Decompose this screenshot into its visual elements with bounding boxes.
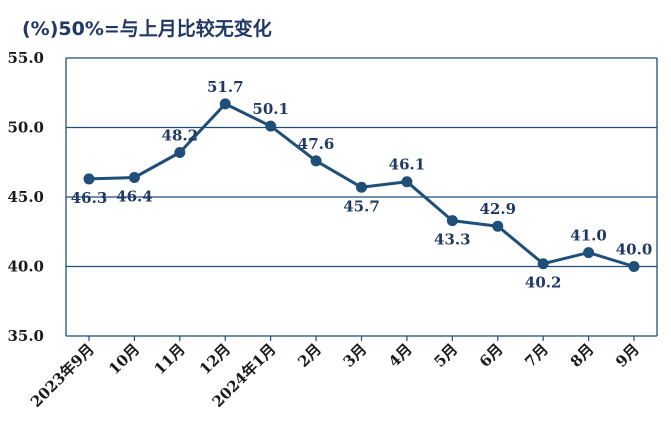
data-label: 48.2 bbox=[162, 127, 199, 145]
data-point bbox=[628, 261, 640, 272]
x-tick-label: 4月 bbox=[385, 340, 416, 371]
data-points bbox=[83, 98, 640, 272]
data-labels: 46.3 46.4 48.2 51.7 50.1 47.6 45.7 46.1 43.3 42.9… bbox=[71, 78, 653, 292]
y-tick-label: 50.0 bbox=[7, 119, 44, 137]
data-label: 41.0 bbox=[570, 227, 607, 245]
x-tick-label: 9月 bbox=[612, 340, 643, 371]
data-label: 42.9 bbox=[479, 200, 516, 218]
data-label: 40.0 bbox=[616, 241, 653, 259]
data-label: 43.3 bbox=[434, 231, 471, 249]
data-point bbox=[174, 147, 186, 159]
chart-title: (%)50%=与上月比较无变化 bbox=[22, 18, 272, 40]
x-tick-label: 12月 bbox=[196, 340, 234, 378]
y-tick-labels: 35.0 40.0 45.0 50.0 55.0 bbox=[7, 49, 44, 345]
x-tick-label: 5月 bbox=[430, 340, 461, 371]
x-tick-label: 2023年9月 bbox=[27, 340, 98, 411]
data-point bbox=[219, 98, 231, 110]
data-label: 47.6 bbox=[298, 135, 335, 153]
data-point bbox=[446, 215, 458, 227]
data-label: 46.4 bbox=[116, 188, 153, 206]
y-tick-label: 45.0 bbox=[7, 188, 44, 206]
data-point bbox=[537, 258, 549, 270]
data-point bbox=[492, 220, 504, 232]
data-point bbox=[583, 247, 595, 259]
x-tick-label: 8月 bbox=[567, 340, 598, 371]
data-point bbox=[310, 155, 322, 167]
data-point bbox=[83, 173, 95, 185]
y-tick-label: 40.0 bbox=[7, 258, 44, 276]
data-label: 46.3 bbox=[71, 189, 108, 207]
axes bbox=[65, 58, 658, 341]
data-label: 45.7 bbox=[343, 197, 380, 215]
data-label: 46.1 bbox=[389, 156, 426, 174]
data-point bbox=[356, 181, 367, 193]
data-label: 40.2 bbox=[525, 274, 562, 292]
x-tick-label: 3月 bbox=[340, 340, 371, 371]
data-label: 51.7 bbox=[207, 78, 244, 96]
data-point bbox=[128, 172, 140, 184]
x-tick-label: 11月 bbox=[151, 340, 189, 378]
data-point bbox=[401, 176, 413, 188]
data-label: 50.1 bbox=[252, 100, 289, 118]
x-tick-label: 10月 bbox=[105, 340, 143, 378]
x-tick-label: 2月 bbox=[294, 340, 325, 371]
x-tick-label: 6月 bbox=[476, 340, 507, 371]
data-point bbox=[265, 120, 277, 132]
x-tick-label: 7月 bbox=[521, 340, 552, 371]
y-tick-label: 55.0 bbox=[7, 49, 44, 67]
y-tick-label: 35.0 bbox=[7, 327, 44, 345]
